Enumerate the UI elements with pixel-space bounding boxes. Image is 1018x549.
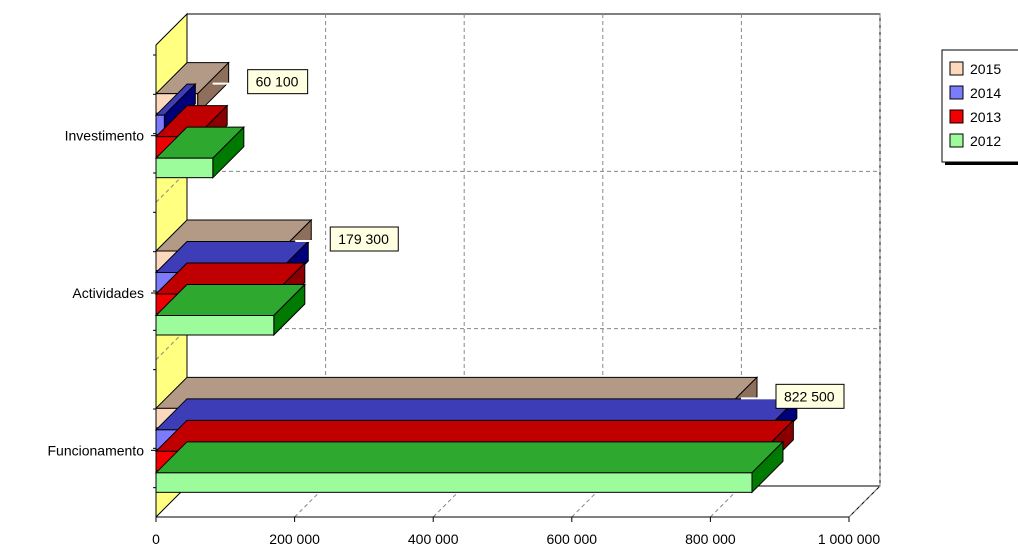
- legend-label: 2014: [970, 85, 1001, 101]
- y-category-label: Investimento: [65, 128, 145, 144]
- data-label: 179 300: [338, 231, 389, 247]
- legend-swatch-2013: [949, 109, 964, 124]
- x-tick-label: 0: [152, 531, 160, 547]
- y-category-label: Funcionamento: [47, 442, 144, 458]
- legend-label: 2015: [970, 61, 1001, 77]
- x-tick-label: 800 000: [685, 531, 736, 547]
- legend-swatch-2014: [949, 85, 964, 100]
- data-label-box: [247, 69, 309, 95]
- bar-2012: [155, 315, 275, 336]
- legend-label: 2012: [970, 133, 1001, 149]
- x-tick-label: 200 000: [269, 531, 320, 547]
- bar-top-2012: [154, 441, 785, 474]
- x-tick-label: 600 000: [546, 531, 597, 547]
- y-category-label: Actividades: [72, 285, 144, 301]
- gridline-floor: [848, 485, 881, 518]
- bar-2012: [155, 157, 214, 179]
- bar-2012: [155, 472, 753, 493]
- chart-legend[interactable]: 2015 2014 2013 2012: [941, 49, 1018, 165]
- data-label-box: [775, 383, 845, 409]
- data-label-box: [329, 226, 399, 252]
- data-label: 60 100: [256, 74, 299, 90]
- data-label: 822 500: [784, 388, 835, 404]
- x-tick-label: 400 000: [408, 531, 459, 547]
- x-tick-label: 1 000 000: [818, 531, 880, 547]
- chart-axes: 0 200 000 400 000 600 000 800 000 1 000 000 Fu…: [47, 45, 880, 547]
- legend-label: 2013: [970, 109, 1001, 125]
- legend-swatch-2015: [949, 61, 964, 76]
- chart-data-labels: 822 500 179 300 60 100: [212, 69, 845, 409]
- chart-bars: [154, 61, 799, 494]
- legend-swatch-2012: [949, 133, 964, 148]
